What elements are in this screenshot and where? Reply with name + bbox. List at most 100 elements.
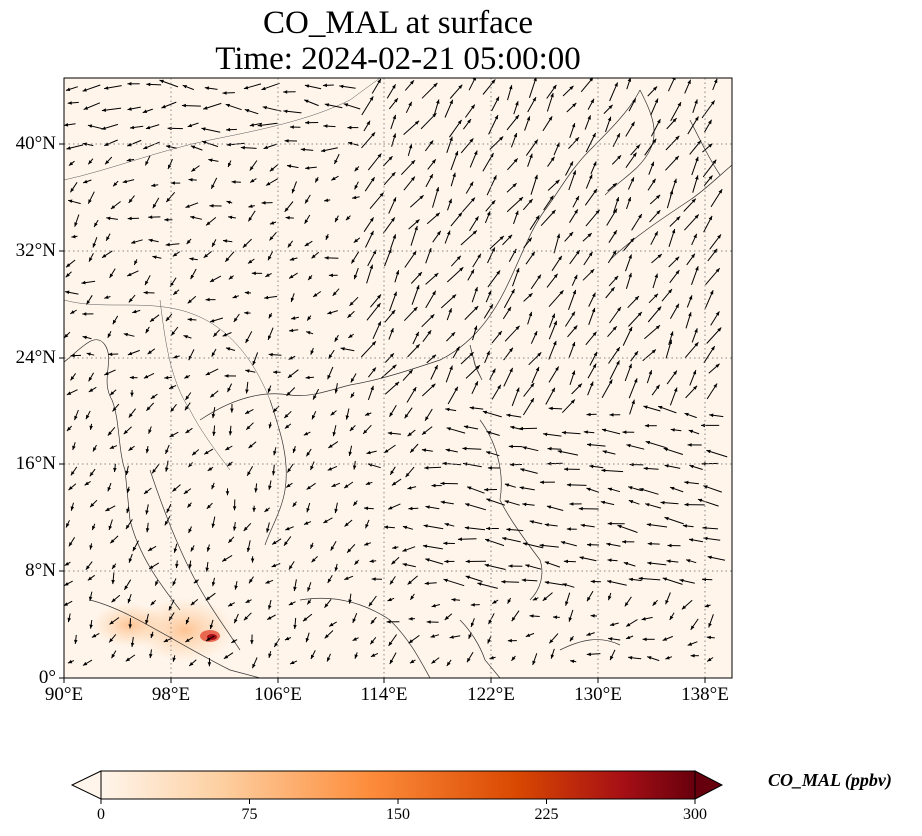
wind-arrow-head <box>64 562 70 566</box>
wind-arrow-head <box>616 347 620 352</box>
wind-arrow-head <box>662 577 667 581</box>
wind-arrow-head <box>588 251 593 257</box>
wind-arrow-head <box>667 543 672 548</box>
wind-arrow-head <box>714 78 718 84</box>
wind-arrow-head <box>225 446 230 451</box>
wind-arrow-head <box>189 662 194 666</box>
wind-arrow-head <box>491 200 496 205</box>
wind-arrow-head <box>717 234 721 239</box>
wind-arrow-head <box>463 425 469 429</box>
wind-arrow-head <box>415 219 420 224</box>
wind-arrow-head <box>127 107 132 111</box>
wind-arrow-head <box>643 466 648 471</box>
wind-arrow-head <box>225 103 230 108</box>
wind-arrow-head <box>369 264 373 269</box>
wind-arrow-head <box>527 237 532 242</box>
wind-arrow-head <box>414 120 420 125</box>
wind-arrow-head <box>291 188 296 194</box>
wind-arrow-head <box>580 523 585 528</box>
wind-arrow-head <box>408 144 413 149</box>
wind-arrow-head <box>572 103 577 108</box>
wind-arrow-head <box>324 603 329 608</box>
colorbar-label-0: 0 <box>97 806 105 823</box>
wind-arrow-head <box>352 618 356 623</box>
wind-arrow-head <box>64 333 69 338</box>
wind-arrow-head <box>653 293 658 298</box>
wind-arrow-head <box>365 481 371 485</box>
wind-arrow-head <box>384 449 389 453</box>
wind-arrow-head <box>555 179 560 184</box>
wind-arrow-head <box>348 334 353 338</box>
wind-arrow-head <box>515 325 520 330</box>
wind-arrow-head <box>665 656 670 660</box>
wind-arrow-head <box>74 639 78 644</box>
wind-arrow-head <box>228 538 233 543</box>
wind-arrow-head <box>106 216 111 221</box>
wind-arrow-head <box>243 616 248 621</box>
wind-arrow-head <box>486 498 491 502</box>
wind-arrow-head <box>504 500 509 504</box>
wind-arrow-head <box>435 187 440 192</box>
wind-arrow-head <box>664 464 669 468</box>
wind-arrow-head <box>645 503 650 507</box>
wind-arrow-head <box>551 313 555 318</box>
wind-arrow-head <box>457 537 462 541</box>
wind-arrow-head <box>446 427 451 431</box>
wind-arrow-head <box>273 450 277 456</box>
wind-arrow-head <box>128 446 133 451</box>
wind-arrow-head <box>213 332 218 337</box>
wind-arrow-head <box>145 619 149 625</box>
wind-arrow-head <box>89 425 93 430</box>
wind-arrow-head <box>430 634 435 638</box>
wind-arrow-head <box>531 251 535 256</box>
wind-arrow-head <box>343 103 349 107</box>
wind-arrow-head <box>569 232 574 237</box>
wind-arrow-head <box>264 295 269 300</box>
wind-arrow-head <box>587 596 591 602</box>
wind-arrow-head <box>658 405 663 410</box>
wind-arrow-head <box>70 353 75 358</box>
wind-arrow-head <box>679 578 684 583</box>
wind-arrow-head <box>244 109 250 113</box>
wind-arrow-head <box>172 252 178 257</box>
wind-arrow-head <box>553 615 558 619</box>
wind-arrow-head <box>525 633 531 637</box>
wind-arrow-head <box>408 639 413 644</box>
wind-arrow-head <box>248 444 253 449</box>
wind-arrow-head <box>224 374 229 378</box>
wind-arrow-head <box>92 525 96 531</box>
wind-arrow-head <box>572 170 576 175</box>
wind-arrow-head <box>467 486 472 490</box>
wind-arrow-head <box>126 158 131 162</box>
wind-arrow-head <box>125 470 129 475</box>
wind-arrow-head <box>226 200 231 205</box>
wind-arrow-head <box>226 347 231 351</box>
wind-arrow-head <box>252 360 256 366</box>
wind-arrow-head <box>147 350 152 355</box>
wind-arrow-head <box>271 471 276 476</box>
wind-arrow-head <box>534 139 538 144</box>
wind-arrow-head <box>431 483 436 488</box>
wind-arrow-head <box>130 642 135 647</box>
wind-arrow-head <box>432 290 436 296</box>
wind-arrow-head <box>515 210 519 215</box>
wind-arrow-head <box>149 565 154 569</box>
wind-arrow-head <box>535 215 540 220</box>
wind-arrow-head <box>622 540 627 544</box>
wind-arrow-head <box>614 82 618 87</box>
wind-arrow-head <box>502 537 507 541</box>
wind-arrow-head <box>211 484 215 490</box>
wind-arrow-head <box>134 260 138 265</box>
wind-arrow-head <box>104 371 109 375</box>
wind-arrow-head <box>687 79 691 85</box>
wind-arrow-head <box>413 307 418 312</box>
wind-arrow-head <box>210 278 215 282</box>
wind-arrow-head <box>412 387 417 392</box>
wind-arrow-head <box>207 662 212 667</box>
wind-arrow-head <box>555 366 559 371</box>
wind-arrow-head <box>688 429 694 434</box>
wind-arrow-head <box>89 624 93 629</box>
wind-arrow-head <box>126 508 130 514</box>
wind-arrow-head <box>188 528 192 533</box>
wind-vector-field <box>64 78 728 669</box>
